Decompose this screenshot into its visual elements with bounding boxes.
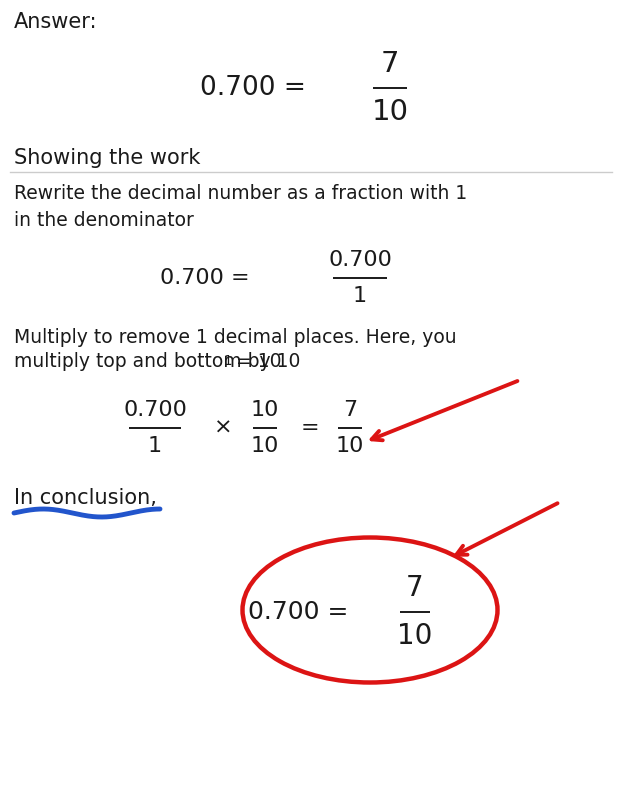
Text: multiply top and bottom by 10: multiply top and bottom by 10 [14,352,300,371]
Text: 1: 1 [148,436,162,456]
Text: Rewrite the decimal number as a fraction with 1
in the denominator: Rewrite the decimal number as a fraction… [14,184,467,230]
Text: 1: 1 [224,354,232,368]
Text: 7: 7 [381,49,399,77]
Text: 0.700: 0.700 [328,250,392,270]
Text: 0.700: 0.700 [123,400,187,420]
Text: 0.700 =: 0.700 = [200,75,306,101]
Text: = 10: = 10 [231,352,282,371]
Text: In conclusion,: In conclusion, [14,488,157,508]
Text: Multiply to remove 1 decimal places. Here, you: Multiply to remove 1 decimal places. Her… [14,328,457,347]
Text: 10: 10 [251,436,279,456]
Text: Showing the work: Showing the work [14,148,201,168]
Text: =: = [301,418,320,438]
Text: 10: 10 [251,400,279,420]
Text: 0.700 =: 0.700 = [248,600,348,624]
Text: 10: 10 [371,99,409,127]
Text: 0.700 =: 0.700 = [160,268,250,288]
Text: 7: 7 [343,400,357,420]
Text: 7: 7 [406,574,424,602]
Text: Answer:: Answer: [14,12,98,32]
Text: ×: × [214,418,232,438]
Text: 10: 10 [397,622,433,650]
Text: 10: 10 [336,436,364,456]
Text: 1: 1 [353,286,367,306]
